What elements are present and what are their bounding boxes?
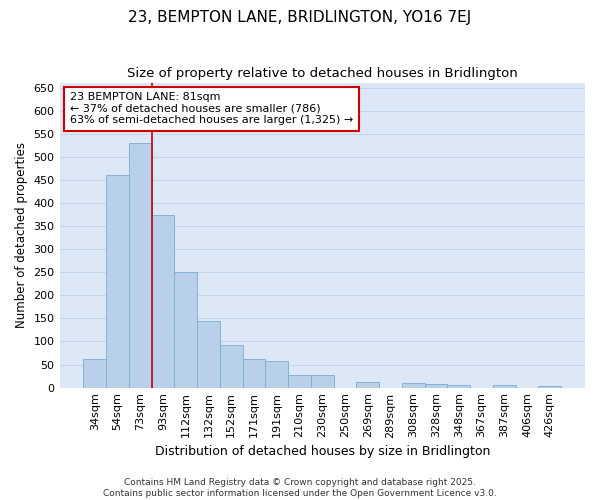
Bar <box>83 359 106 388</box>
Bar <box>538 386 561 388</box>
Bar <box>197 320 220 388</box>
Bar <box>129 143 152 388</box>
Bar <box>448 386 470 388</box>
Title: Size of property relative to detached houses in Bridlington: Size of property relative to detached ho… <box>127 68 518 80</box>
Y-axis label: Number of detached properties: Number of detached properties <box>15 142 28 328</box>
Bar <box>152 214 175 388</box>
Bar <box>106 176 129 388</box>
Bar <box>356 382 379 388</box>
Bar <box>402 383 425 388</box>
Bar <box>288 375 311 388</box>
Text: Contains HM Land Registry data © Crown copyright and database right 2025.
Contai: Contains HM Land Registry data © Crown c… <box>103 478 497 498</box>
Text: 23 BEMPTON LANE: 81sqm
← 37% of detached houses are smaller (786)
63% of semi-de: 23 BEMPTON LANE: 81sqm ← 37% of detached… <box>70 92 353 126</box>
Bar <box>493 386 515 388</box>
Bar <box>425 384 448 388</box>
Bar <box>175 272 197 388</box>
Text: 23, BEMPTON LANE, BRIDLINGTON, YO16 7EJ: 23, BEMPTON LANE, BRIDLINGTON, YO16 7EJ <box>128 10 472 25</box>
Bar <box>242 358 265 388</box>
X-axis label: Distribution of detached houses by size in Bridlington: Distribution of detached houses by size … <box>155 444 490 458</box>
Bar <box>220 344 242 388</box>
Bar <box>311 375 334 388</box>
Bar <box>265 362 288 388</box>
